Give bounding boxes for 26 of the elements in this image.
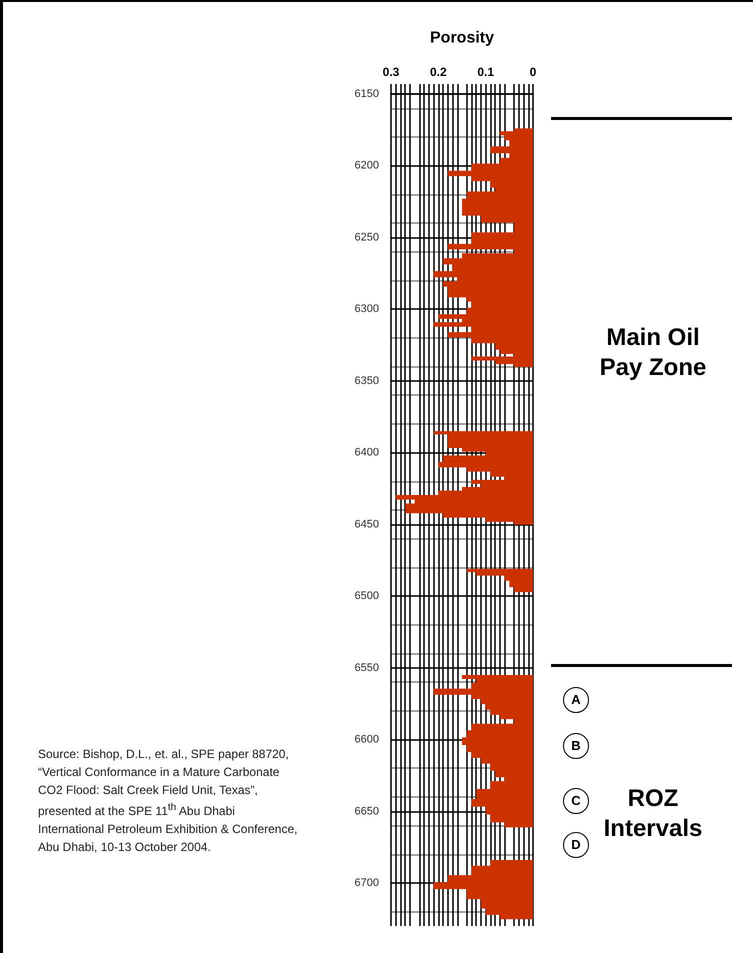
- y-tick-label: 6450: [354, 518, 379, 530]
- y-tick-label: 6150: [354, 88, 379, 100]
- circle-outline: A: [563, 687, 589, 713]
- bar: [471, 480, 533, 484]
- y-tick-label: 6600: [354, 734, 379, 746]
- x-axis-title: Porosity: [430, 30, 494, 46]
- circle-outline: D: [563, 832, 589, 858]
- y-tick-label: 6200: [354, 160, 379, 172]
- circle-outline: B: [563, 733, 589, 759]
- x-tick-label: 0.3: [382, 65, 400, 79]
- source-note: Source: Bishop, D.L., et. al., SPE paper 88720, “Vertical Conformance in a Mature Carbonate CO2 Flood: Salt Creek Field Unit, Texas”, presented at the SPE 11$^{th}$ Abu Dhabi International Petroleum Exhibition & Conference, Abu Dhabi, 10-13 October 2004.: [38, 746, 298, 856]
- y-tick-label: 6350: [354, 374, 379, 387]
- text: Main Oil Pay Zone: [598, 323, 708, 383]
- circle-outline: C: [563, 788, 589, 814]
- y-tick-label: 6400: [354, 446, 379, 459]
- y-tick-label: 6650: [354, 805, 379, 818]
- x-tick-label: 0.2: [430, 65, 447, 79]
- bar: [462, 674, 533, 679]
- y-tick-label: 6550: [354, 662, 379, 674]
- y-tick-label: 6250: [354, 231, 379, 244]
- y-tick-label: 6700: [354, 876, 379, 889]
- x-tick-label: 0: [530, 65, 537, 79]
- text: ROZ Intervals: [604, 785, 702, 842]
- y-tick-label: 6300: [354, 303, 379, 316]
- y-tick-label: 6500: [354, 590, 379, 602]
- x-tick-label: 0.1: [477, 65, 494, 79]
